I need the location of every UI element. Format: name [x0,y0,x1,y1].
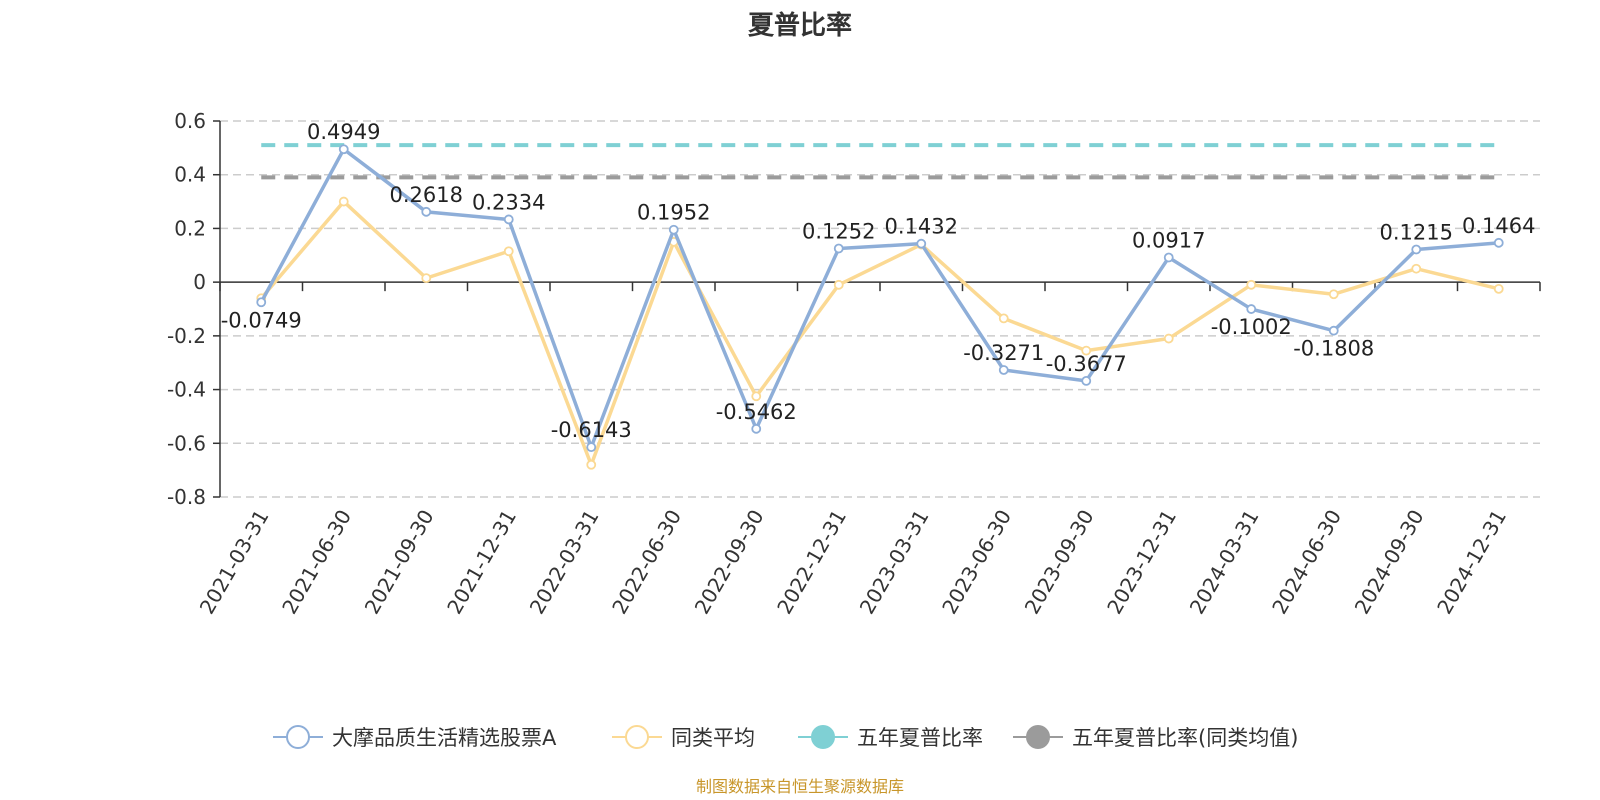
data-point [1081,375,1092,386]
data-point [1411,263,1422,274]
data-point [916,238,927,249]
data-label: 0.1952 [637,201,710,225]
x-tick-label: 2024-06-30 [1267,506,1346,619]
x-tick-label: 2021-12-31 [442,506,521,619]
x-tick-label: 2022-12-31 [772,506,851,619]
data-labels: -0.0749 0.4949 0.2618 0.2334 -0.6143 0.1952 -0… [221,120,1536,442]
data-point [1081,345,1092,356]
data-point [338,144,349,155]
data-label: 0.4949 [307,120,380,144]
legend-label: 五年夏普比率 [857,726,983,750]
grid-lines [220,120,1540,498]
data-label: -0.0749 [221,308,302,332]
y-tick-label: 0 [193,270,206,294]
data-point [1411,244,1422,255]
data-point [421,273,432,284]
data-label: -0.6143 [551,418,632,442]
x-tick-label: 2024-12-31 [1432,506,1511,619]
x-tick-label: 2021-06-30 [277,506,356,619]
data-point [338,196,349,207]
x-tick-label: 2023-06-30 [937,506,1016,619]
data-point [586,442,597,453]
data-point [503,214,514,225]
y-tick-label: 0.2 [174,216,206,240]
legend-marker [286,725,310,749]
data-point [1493,237,1504,248]
x-tick-label: 2024-09-30 [1350,506,1429,619]
legend-marker [625,725,649,749]
legend-marker [811,725,835,749]
data-label: -0.5462 [716,400,797,424]
x-tick-label: 2022-09-30 [690,506,769,619]
data-point [751,423,762,434]
data-point [421,206,432,217]
data-label: 0.2334 [472,190,545,214]
data-label: 0.1432 [885,215,958,239]
data-point [1328,289,1339,300]
legend-label: 同类平均 [671,726,755,750]
data-point [586,459,597,470]
data-point [998,313,1009,324]
y-tick-label: -0.4 [167,378,206,402]
series-line [259,147,1499,449]
data-label: -0.3271 [963,341,1044,365]
source-note: 制图数据来自恒生聚源数据库 [696,777,904,796]
data-label: 0.2618 [390,183,463,207]
data-point [1246,304,1257,314]
x-tick-label: 2022-06-30 [607,506,686,619]
data-point [751,391,762,402]
x-tick-label: 2021-09-30 [360,506,439,619]
data-label: -0.1808 [1293,337,1374,361]
data-point [503,246,514,257]
data-label: 0.1252 [802,220,875,244]
data-label: 0.1215 [1380,221,1453,245]
data-label: -0.3677 [1046,352,1127,376]
data-point [833,243,844,254]
data-point [1163,333,1174,344]
chart-title: 夏普比率 [748,10,852,41]
x-tick-label: 2024-03-31 [1185,506,1264,619]
data-point [1493,283,1504,294]
data-point [1163,252,1174,263]
legend-marker [1026,725,1050,749]
x-tick-label: 2023-12-31 [1102,506,1181,619]
data-label: 0.0917 [1132,229,1205,253]
data-point [833,279,844,290]
data-point [668,224,679,235]
data-point [1328,325,1339,336]
data-label: -0.1002 [1211,315,1292,339]
x-tick-label: 2023-09-30 [1020,506,1099,619]
y-tick-label: 0.6 [174,109,206,133]
data-point [1246,279,1257,290]
legend[interactable]: 大摩品质生活精选股票A 同类平均 五年夏普比率 五年夏普比率(同类均值) [273,725,1298,750]
legend-label: 五年夏普比率(同类均值) [1072,726,1298,750]
data-point [256,297,267,308]
y-tick-label: -0.8 [167,485,206,509]
series-line [259,199,1500,467]
reference-lines [261,143,1499,180]
series-lines [256,144,1504,470]
x-tick-label: 2021-03-31 [195,506,274,619]
y-tick-label: 0.4 [174,163,206,187]
x-tick-label: 2023-03-31 [855,506,934,619]
y-tick-label: -0.6 [167,431,206,455]
legend-label: 大摩品质生活精选股票A [332,726,557,750]
data-label: 0.1464 [1462,214,1535,238]
x-tick-label: 2022-03-31 [525,506,604,619]
data-point [998,365,1009,375]
y-tick-label: -0.2 [167,324,206,348]
